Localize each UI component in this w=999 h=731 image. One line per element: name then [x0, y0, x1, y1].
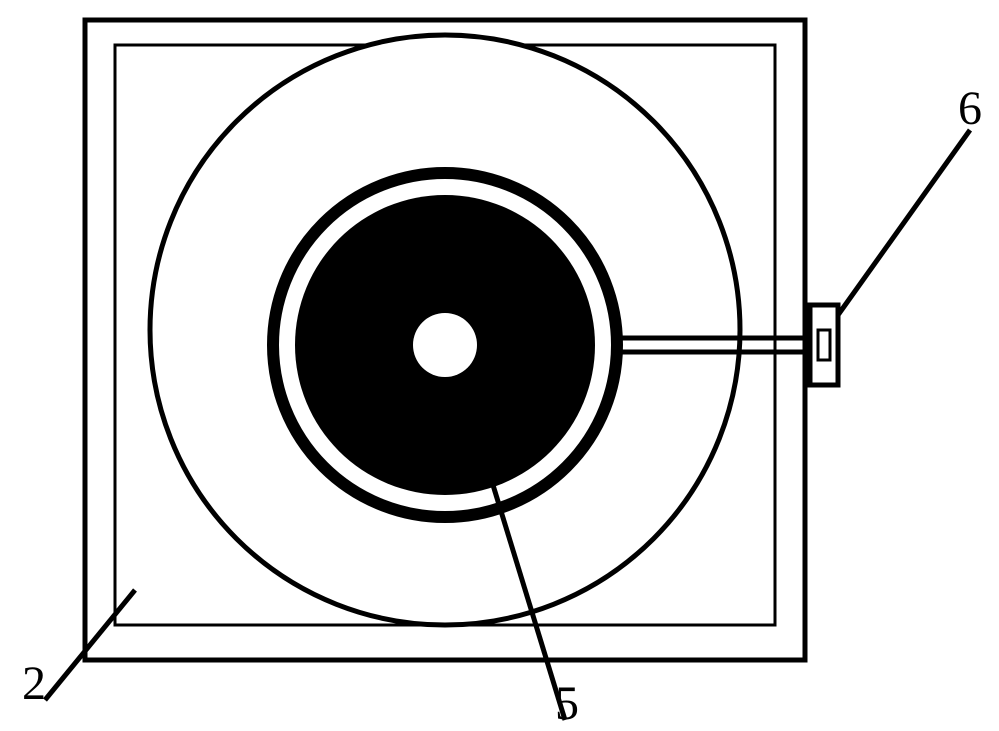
label-2: 2 [22, 660, 46, 708]
label-6: 6 [958, 85, 982, 133]
leader-6 [838, 130, 970, 315]
handle-outer [810, 305, 838, 385]
center-hole [413, 313, 477, 377]
label-5: 5 [555, 680, 579, 728]
mechanical-diagram [0, 0, 999, 731]
leader-2 [45, 590, 135, 700]
